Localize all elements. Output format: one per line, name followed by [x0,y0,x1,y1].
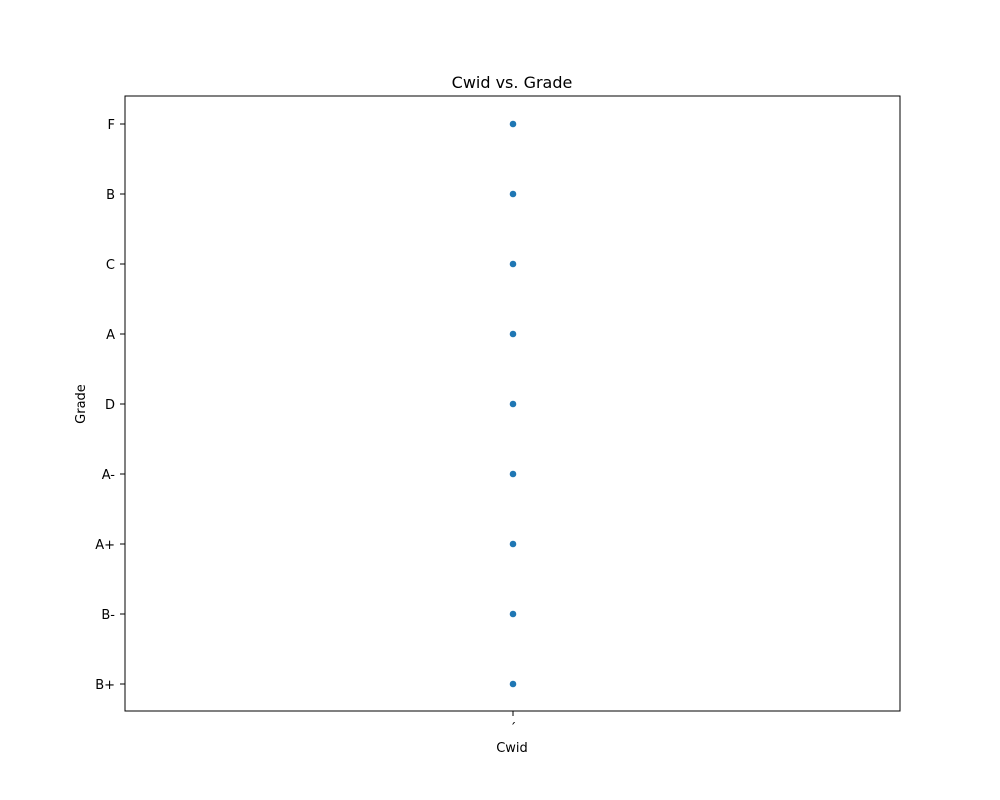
data-point-6 [509,540,517,548]
plot-frame [124,95,901,712]
y-tick-label-1: B- [101,608,115,623]
y-tick-label-2: A+ [95,538,115,553]
x-axis-label: Cwid [496,741,528,756]
data-point-5 [509,470,517,478]
data-point-7 [509,610,517,618]
y-tick-label-8: F [108,118,115,133]
y-tick-label-4: D [105,398,115,413]
y-tick-label-7: B [106,188,115,203]
y-axis-label: Grade [74,384,89,424]
chart-title: Cwid vs. Grade [452,73,573,92]
y-tick-label-6: C [106,258,115,273]
data-point-4 [509,400,517,408]
x-tick-label-0: ´ [510,722,517,737]
data-point-3 [509,330,517,338]
chart-marks: B+ B- A+ A- D A C B F ´ [95,118,517,737]
y-tick-label-0: B+ [95,678,115,693]
data-point-0 [509,120,517,128]
y-tick-label-5: A [106,328,115,343]
data-point-2 [509,260,517,268]
data-point-8 [509,680,517,688]
y-tick-label-3: A- [102,468,116,483]
data-point-1 [509,190,517,198]
